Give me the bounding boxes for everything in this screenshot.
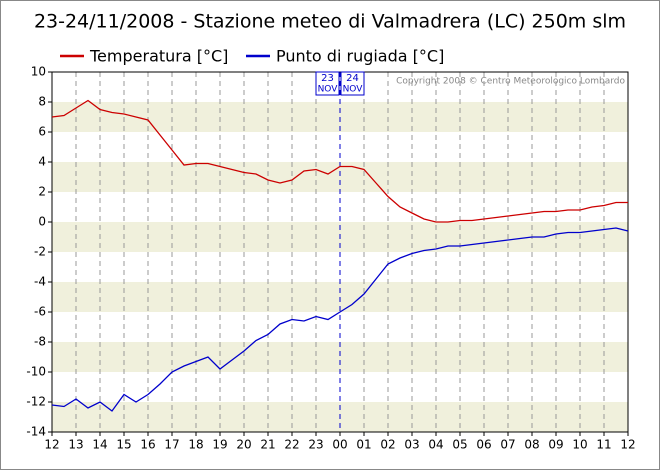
date-month: NOV [343, 85, 364, 95]
x-tick-label: 03 [404, 438, 419, 452]
x-tick-label: 22 [284, 438, 299, 452]
x-tick-label: 07 [500, 438, 515, 452]
x-tick-label: 11 [596, 438, 611, 452]
legend-label: Punto di rugiada [°C] [276, 47, 444, 66]
x-tick-label: 01 [356, 438, 371, 452]
x-tick-label: 08 [524, 438, 539, 452]
date-month: NOV [318, 85, 339, 95]
y-tick-label: 0 [38, 215, 46, 229]
x-tick-label: 14 [92, 438, 107, 452]
x-tick-label: 10 [572, 438, 587, 452]
date-box [315, 71, 340, 96]
series-line [51, 227, 629, 412]
date-day: 24 [346, 73, 359, 84]
legend-label: Temperatura [°C] [89, 47, 228, 66]
chart-title: 23-24/11/2008 - Stazione meteo di Valmad… [34, 11, 626, 33]
x-tick-label: 04 [428, 438, 443, 452]
x-tick-label: 17 [164, 438, 179, 452]
copyright: Copyright 2008 © Centro Meteorologico Lo… [396, 77, 625, 87]
y-tick-label: 6 [38, 125, 46, 139]
frame-plot [51, 71, 629, 433]
x-tick-label: 15 [116, 438, 131, 452]
series-line [51, 99, 628, 223]
x-tick-label: 20 [236, 438, 251, 452]
y-tick-label: 10 [31, 65, 46, 79]
x-tick-label: 12 [44, 438, 59, 452]
y-tick-label: -4 [34, 275, 46, 289]
y-tick-label: -6 [34, 305, 46, 319]
x-tick-label: 13 [68, 438, 83, 452]
x-tick-label: 05 [452, 438, 467, 452]
y-tick-label: 2 [38, 185, 46, 199]
y-tick-label: -8 [34, 335, 46, 349]
y-tick-label: -14 [26, 425, 46, 439]
x-tick-label: 18 [188, 438, 203, 452]
y-tick-label: -2 [34, 245, 46, 259]
x-tick-label: 02 [380, 438, 395, 452]
x-tick-label: 09 [548, 438, 563, 452]
y-tick-label: -12 [26, 395, 46, 409]
y-tick-label: 8 [38, 95, 46, 109]
x-tick-label: 06 [476, 438, 491, 452]
x-tick-label: 16 [140, 438, 155, 452]
x-tick-label: 21 [260, 438, 275, 452]
x-tick-label: 00 [332, 438, 347, 452]
x-tick-label: 19 [212, 438, 227, 452]
date-box [340, 71, 365, 96]
y-tick-label: 4 [38, 155, 46, 169]
date-day: 23 [321, 73, 334, 84]
x-tick-label: 23 [308, 438, 323, 452]
y-tick-label: -10 [26, 365, 46, 379]
x-tick-label: 12 [620, 438, 635, 452]
